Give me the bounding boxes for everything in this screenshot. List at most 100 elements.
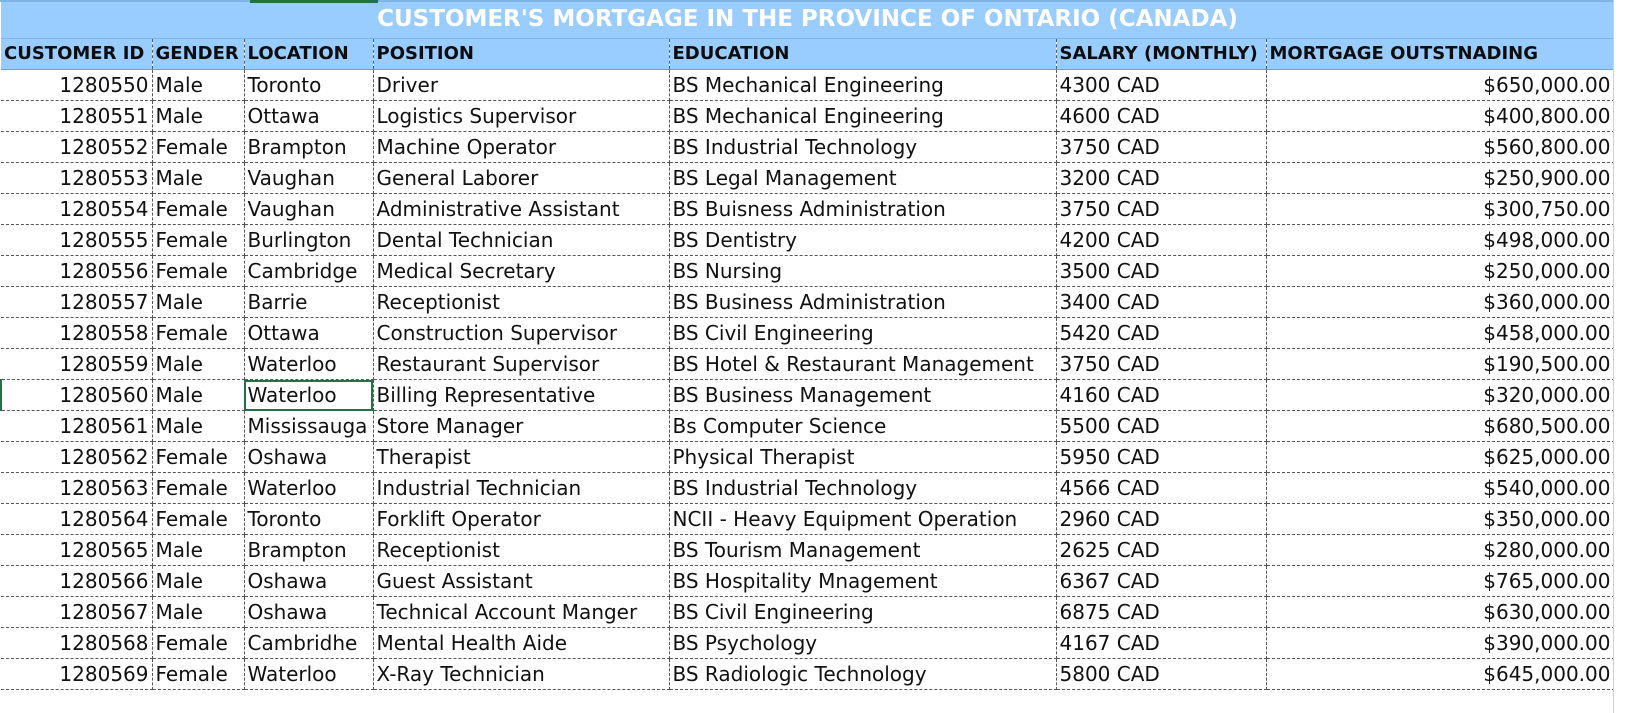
cell-mortgage[interactable]: $625,000.00	[1266, 441, 1615, 473]
cell-position[interactable]: Mental Health Aide	[373, 627, 670, 659]
cell-gender[interactable]: Male	[152, 534, 245, 566]
cell-customer-id[interactable]: 1280562	[1, 441, 153, 473]
cell-position[interactable]: Machine Operator	[373, 131, 670, 163]
cell-position[interactable]: Technical Account Manger	[373, 596, 670, 628]
cell-location[interactable]: Waterloo	[244, 379, 374, 411]
cell-location[interactable]: Brampton	[244, 534, 374, 566]
cell-gender[interactable]: Male	[152, 565, 245, 597]
cell-gender[interactable]: Male	[152, 286, 245, 318]
cell-position[interactable]: Administrative Assistant	[373, 193, 670, 225]
cell-customer-id[interactable]: 1280550	[1, 69, 153, 101]
cell-mortgage[interactable]: $250,900.00	[1266, 162, 1615, 194]
cell-gender[interactable]: Male	[152, 69, 245, 101]
cell-location[interactable]: Waterloo	[244, 472, 374, 504]
cell-education[interactable]: NCII - Heavy Equipment Operation	[669, 503, 1057, 535]
cell-salary[interactable]: 3200 CAD	[1056, 162, 1267, 194]
cell-customer-id[interactable]: 1280553	[1, 162, 153, 194]
cell-location[interactable]: Brampton	[244, 131, 374, 163]
cell-mortgage[interactable]: $560,800.00	[1266, 131, 1615, 163]
header-position[interactable]: POSITION	[373, 38, 670, 70]
cell-customer-id[interactable]: 1280552	[1, 131, 153, 163]
cell-position[interactable]: Restaurant Supervisor	[373, 348, 670, 380]
cell-mortgage[interactable]: $650,000.00	[1266, 69, 1615, 101]
cell-location[interactable]: Vaughan	[244, 162, 374, 194]
cell-gender[interactable]: Male	[152, 379, 245, 411]
cell-customer-id[interactable]: 1280558	[1, 317, 153, 349]
cell-education[interactable]: BS Dentistry	[669, 224, 1057, 256]
cell-gender[interactable]: Female	[152, 193, 245, 225]
cell-position[interactable]: General Laborer	[373, 162, 670, 194]
cell-education[interactable]: BS Radiologic Technology	[669, 658, 1057, 690]
cell-location[interactable]: Toronto	[244, 69, 374, 101]
cell-location[interactable]: Toronto	[244, 503, 374, 535]
cell-customer-id[interactable]: 1280555	[1, 224, 153, 256]
header-customer-id[interactable]: CUSTOMER ID	[1, 38, 153, 70]
cell-customer-id[interactable]: 1280556	[1, 255, 153, 287]
cell-salary[interactable]: 4566 CAD	[1056, 472, 1267, 504]
cell-gender[interactable]: Female	[152, 317, 245, 349]
cell-customer-id[interactable]: 1280551	[1, 100, 153, 132]
cell-education[interactable]: BS Buisness Administration	[669, 193, 1057, 225]
cell-salary[interactable]: 5800 CAD	[1056, 658, 1267, 690]
cell-education[interactable]: BS Business Management	[669, 379, 1057, 411]
cell-gender[interactable]: Male	[152, 596, 245, 628]
cell-gender[interactable]: Male	[152, 100, 245, 132]
header-location[interactable]: LOCATION	[244, 38, 374, 70]
header-gender[interactable]: GENDER	[152, 38, 245, 70]
cell-customer-id[interactable]: 1280565	[1, 534, 153, 566]
cell-mortgage[interactable]: $458,000.00	[1266, 317, 1615, 349]
cell-customer-id[interactable]: 1280568	[1, 627, 153, 659]
cell-customer-id[interactable]: 1280561	[1, 410, 153, 442]
cell-customer-id[interactable]: 1280554	[1, 193, 153, 225]
cell-gender[interactable]: Female	[152, 503, 245, 535]
header-education[interactable]: EDUCATION	[669, 38, 1057, 70]
cell-mortgage[interactable]: $280,000.00	[1266, 534, 1615, 566]
cell-salary[interactable]: 3750 CAD	[1056, 131, 1267, 163]
cell-mortgage[interactable]: $360,000.00	[1266, 286, 1615, 318]
cell-salary[interactable]: 6367 CAD	[1056, 565, 1267, 597]
cell-salary[interactable]: 4600 CAD	[1056, 100, 1267, 132]
cell-education[interactable]: BS Mechanical Engineering	[669, 69, 1057, 101]
cell-location[interactable]: Oshawa	[244, 596, 374, 628]
cell-mortgage[interactable]: $765,000.00	[1266, 565, 1615, 597]
cell-position[interactable]: Receptionist	[373, 286, 670, 318]
cell-position[interactable]: Receptionist	[373, 534, 670, 566]
cell-mortgage[interactable]: $190,500.00	[1266, 348, 1615, 380]
cell-education[interactable]: BS Hotel & Restaurant Management	[669, 348, 1057, 380]
cell-salary[interactable]: 5500 CAD	[1056, 410, 1267, 442]
cell-education[interactable]: BS Mechanical Engineering	[669, 100, 1057, 132]
cell-gender[interactable]: Female	[152, 472, 245, 504]
cell-location[interactable]: Cambridge	[244, 255, 374, 287]
cell-education[interactable]: BS Legal Management	[669, 162, 1057, 194]
cell-customer-id[interactable]: 1280559	[1, 348, 153, 380]
cell-education[interactable]: BS Civil Engineering	[669, 596, 1057, 628]
cell-position[interactable]: Guest Assistant	[373, 565, 670, 597]
cell-location[interactable]: Waterloo	[244, 658, 374, 690]
cell-customer-id[interactable]: 1280566	[1, 565, 153, 597]
cell-salary[interactable]: 5950 CAD	[1056, 441, 1267, 473]
cell-position[interactable]: Forklift Operator	[373, 503, 670, 535]
cell-location[interactable]: Mississauga	[244, 410, 374, 442]
cell-customer-id[interactable]: 1280569	[1, 658, 153, 690]
sheet-title[interactable]: CUSTOMER'S MORTGAGE IN THE PROVINCE OF O…	[1, 0, 1614, 39]
cell-location[interactable]: Cambridhe	[244, 627, 374, 659]
cell-position[interactable]: Driver	[373, 69, 670, 101]
cell-position[interactable]: Dental Technician	[373, 224, 670, 256]
cell-position[interactable]: Construction Supervisor	[373, 317, 670, 349]
cell-mortgage[interactable]: $498,000.00	[1266, 224, 1615, 256]
cell-mortgage[interactable]: $300,750.00	[1266, 193, 1615, 225]
cell-position[interactable]: Industrial Technician	[373, 472, 670, 504]
cell-mortgage[interactable]: $645,000.00	[1266, 658, 1615, 690]
cell-salary[interactable]: 3400 CAD	[1056, 286, 1267, 318]
cell-location[interactable]: Burlington	[244, 224, 374, 256]
cell-customer-id[interactable]: 1280563	[1, 472, 153, 504]
cell-gender[interactable]: Female	[152, 224, 245, 256]
cell-position[interactable]: Logistics Supervisor	[373, 100, 670, 132]
cell-education[interactable]: BS Hospitality Mnagement	[669, 565, 1057, 597]
cell-mortgage[interactable]: $630,000.00	[1266, 596, 1615, 628]
cell-mortgage[interactable]: $320,000.00	[1266, 379, 1615, 411]
cell-position[interactable]: Medical Secretary	[373, 255, 670, 287]
cell-gender[interactable]: Male	[152, 348, 245, 380]
cell-salary[interactable]: 6875 CAD	[1056, 596, 1267, 628]
